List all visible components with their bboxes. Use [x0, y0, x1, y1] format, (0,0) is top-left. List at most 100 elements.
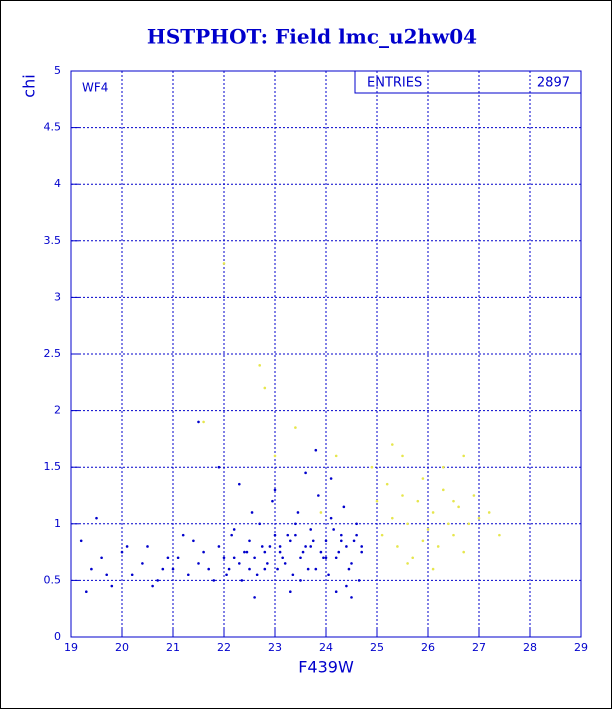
point — [217, 545, 221, 548]
point — [299, 579, 302, 582]
point — [324, 539, 328, 543]
point — [202, 550, 205, 554]
point — [278, 550, 282, 554]
point — [355, 522, 358, 526]
point — [411, 556, 415, 560]
point — [391, 443, 394, 446]
point — [487, 511, 491, 514]
point — [283, 562, 287, 565]
point — [498, 533, 501, 537]
point — [222, 262, 226, 265]
point — [227, 567, 231, 571]
x-tick-label: 24 — [319, 641, 333, 654]
point — [457, 505, 460, 509]
point — [421, 477, 425, 480]
point — [232, 528, 236, 531]
y-tick-label: 4.5 — [44, 121, 62, 134]
y-tick-label: 5 — [54, 64, 61, 77]
point — [416, 499, 420, 503]
point — [217, 465, 221, 469]
point — [401, 454, 404, 458]
point — [350, 596, 353, 599]
annotation: WF4 — [82, 81, 108, 95]
point — [396, 545, 399, 548]
point — [436, 545, 440, 548]
point — [342, 505, 346, 509]
point — [141, 562, 144, 565]
point — [263, 550, 267, 554]
point — [327, 573, 330, 577]
y-tick-label: 0 — [54, 630, 61, 643]
point — [255, 573, 259, 577]
point — [130, 573, 134, 577]
point — [187, 573, 190, 577]
point — [232, 556, 236, 560]
point — [294, 533, 297, 537]
point — [289, 590, 292, 594]
point — [238, 562, 241, 565]
point — [271, 499, 274, 503]
point — [105, 573, 108, 577]
point — [197, 562, 200, 565]
point — [467, 522, 471, 526]
x-tick-label: 26 — [421, 641, 435, 654]
point — [431, 567, 435, 571]
point — [176, 556, 180, 560]
point — [317, 494, 320, 497]
point — [452, 499, 455, 503]
point — [250, 511, 254, 514]
point — [248, 539, 251, 543]
point — [245, 550, 249, 554]
point — [314, 567, 318, 571]
point — [263, 386, 267, 390]
point — [447, 522, 450, 526]
point — [401, 494, 404, 497]
point — [431, 511, 435, 514]
point — [355, 533, 358, 537]
point — [181, 533, 185, 537]
point — [146, 545, 149, 548]
point — [319, 550, 323, 554]
y-tick-label: 4 — [54, 177, 61, 190]
point — [110, 584, 114, 588]
point — [273, 488, 277, 492]
point — [100, 556, 103, 560]
y-tick-label: 1.5 — [44, 460, 62, 473]
point — [304, 545, 307, 548]
point — [334, 454, 338, 458]
stats-value: 2897 — [537, 76, 570, 91]
point — [332, 528, 335, 531]
point — [253, 596, 256, 599]
point — [281, 556, 284, 560]
x-tick-label: 29 — [574, 641, 588, 654]
point — [301, 550, 305, 554]
chart-title: HSTPHOT: Field lmc_u2hw04 — [147, 25, 477, 49]
point — [329, 477, 333, 480]
point — [385, 482, 389, 486]
point — [291, 573, 295, 577]
point — [391, 516, 394, 520]
point — [442, 488, 445, 492]
point — [306, 567, 310, 571]
point — [253, 556, 256, 560]
point — [304, 471, 307, 475]
point — [294, 522, 297, 526]
point — [151, 584, 154, 588]
x-tick-label: 22 — [217, 641, 231, 654]
y-tick-label: 3.5 — [44, 234, 62, 247]
point — [370, 465, 374, 469]
point — [472, 494, 476, 497]
point — [406, 522, 409, 526]
point — [260, 545, 264, 548]
point — [230, 533, 233, 537]
point — [286, 533, 290, 537]
point — [299, 556, 302, 560]
point — [207, 567, 210, 571]
point — [90, 567, 93, 571]
x-tick-label: 28 — [523, 641, 537, 654]
point — [426, 528, 430, 531]
point — [225, 573, 228, 577]
point — [296, 511, 300, 514]
point — [240, 579, 244, 582]
y-tick-label: 3 — [54, 290, 61, 303]
